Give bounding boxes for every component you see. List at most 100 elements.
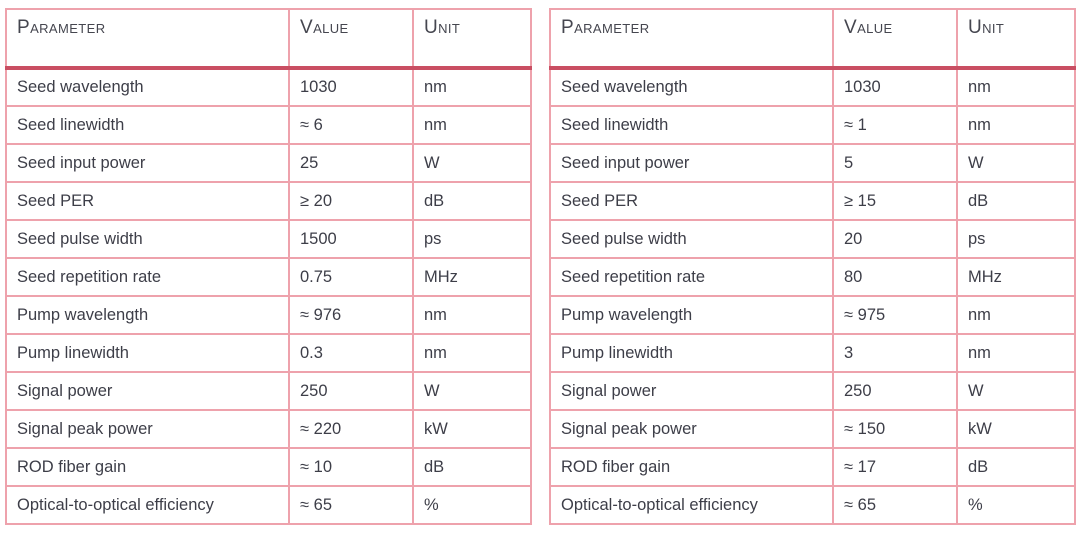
value-cell: ≈ 976 bbox=[288, 295, 414, 335]
value-cell: ≥ 20 bbox=[288, 181, 414, 221]
value-cell: 1030 bbox=[288, 67, 414, 107]
unit-cell: nm bbox=[412, 67, 532, 107]
table-row: Signal peak power ≈ 150 kW bbox=[549, 409, 1076, 449]
table-row: Pump wavelength ≈ 976 nm bbox=[5, 295, 532, 335]
param-cell: Seed input power bbox=[549, 143, 834, 183]
param-cell: Pump wavelength bbox=[5, 295, 290, 335]
value-cell: ≈ 220 bbox=[288, 409, 414, 449]
col-header-unit: Unit bbox=[956, 8, 1076, 70]
param-cell: Signal power bbox=[549, 371, 834, 411]
value-cell: ≈ 1 bbox=[832, 105, 958, 145]
param-cell: Pump wavelength bbox=[549, 295, 834, 335]
col-header-parameter: Parameter bbox=[549, 8, 834, 70]
unit-cell: kW bbox=[956, 409, 1076, 449]
table-row: Pump wavelength ≈ 975 nm bbox=[549, 295, 1076, 335]
value-cell: ≈ 17 bbox=[832, 447, 958, 487]
table-row: Seed input power 5 W bbox=[549, 143, 1076, 183]
param-cell: Seed repetition rate bbox=[5, 257, 290, 297]
table-row: Seed pulse width 1500 ps bbox=[5, 219, 532, 259]
table-row: Signal power 250 W bbox=[549, 371, 1076, 411]
param-cell: ROD fiber gain bbox=[5, 447, 290, 487]
table-row: Seed PER ≥ 20 dB bbox=[5, 181, 532, 221]
value-cell: 250 bbox=[832, 371, 958, 411]
table-row: Seed wavelength 1030 nm bbox=[5, 67, 532, 107]
unit-cell: MHz bbox=[412, 257, 532, 297]
table-row: ROD fiber gain ≈ 10 dB bbox=[5, 447, 532, 487]
col-header-unit: Unit bbox=[412, 8, 532, 70]
col-header-value: Value bbox=[288, 8, 414, 70]
unit-cell: nm bbox=[956, 295, 1076, 335]
table-row: Seed input power 25 W bbox=[5, 143, 532, 183]
param-cell: Seed PER bbox=[549, 181, 834, 221]
unit-cell: dB bbox=[412, 447, 532, 487]
value-cell: 5 bbox=[832, 143, 958, 183]
unit-cell: nm bbox=[956, 105, 1076, 145]
col-header-parameter: Parameter bbox=[5, 8, 290, 70]
param-cell: Seed linewidth bbox=[5, 105, 290, 145]
param-cell: Seed pulse width bbox=[5, 219, 290, 259]
value-cell: ≥ 15 bbox=[832, 181, 958, 221]
unit-cell: ps bbox=[956, 219, 1076, 259]
table-row: Pump linewidth 3 nm bbox=[549, 333, 1076, 373]
unit-cell: MHz bbox=[956, 257, 1076, 297]
unit-cell: W bbox=[412, 371, 532, 411]
unit-cell: nm bbox=[412, 105, 532, 145]
table-row: Signal peak power ≈ 220 kW bbox=[5, 409, 532, 449]
param-cell: Seed wavelength bbox=[5, 67, 290, 107]
value-cell: 0.75 bbox=[288, 257, 414, 297]
table-row: Seed repetition rate 0.75 MHz bbox=[5, 257, 532, 297]
param-cell: Seed wavelength bbox=[549, 67, 834, 107]
value-cell: 80 bbox=[832, 257, 958, 297]
param-cell: Seed pulse width bbox=[549, 219, 834, 259]
value-cell: ≈ 975 bbox=[832, 295, 958, 335]
table-row: Optical-to-optical efficiency ≈ 65% bbox=[5, 485, 532, 525]
value-cell: ≈ 6 bbox=[288, 105, 414, 145]
table-row: Seed linewidth ≈ 6 nm bbox=[5, 105, 532, 145]
value-cell: 25 bbox=[288, 143, 414, 183]
param-cell: Seed PER bbox=[5, 181, 290, 221]
unit-cell: dB bbox=[412, 181, 532, 221]
param-cell: Signal peak power bbox=[5, 409, 290, 449]
table-row: Seed wavelength 1030 nm bbox=[549, 67, 1076, 107]
value-cell: 250 bbox=[288, 371, 414, 411]
table-row: Seed pulse width 20 ps bbox=[549, 219, 1076, 259]
value-cell: 1030 bbox=[832, 67, 958, 107]
value-cell: 3 bbox=[832, 333, 958, 373]
unit-cell: ps bbox=[412, 219, 532, 259]
table-row: Seed PER ≥ 15 dB bbox=[549, 181, 1076, 221]
table-row: Seed repetition rate 80 MHz bbox=[549, 257, 1076, 297]
unit-cell: W bbox=[956, 143, 1076, 183]
param-cell: Seed linewidth bbox=[549, 105, 834, 145]
unit-cell: W bbox=[956, 371, 1076, 411]
table-header-row: Parameter Value Unit bbox=[5, 8, 532, 70]
param-cell: Optical-to-optical efficiency bbox=[5, 485, 290, 525]
table-row: Optical-to-optical efficiency ≈ 65% bbox=[549, 485, 1076, 525]
unit-cell: nm bbox=[956, 333, 1076, 373]
value-cell: 0.3 bbox=[288, 333, 414, 373]
table-row: Seed linewidth ≈ 1 nm bbox=[549, 105, 1076, 145]
unit-cell: dB bbox=[956, 447, 1076, 487]
table-row: Signal power 250 W bbox=[5, 371, 532, 411]
unit-cell: % bbox=[412, 485, 532, 525]
value-cell: 20 bbox=[832, 219, 958, 259]
spec-table-left: Parameter Value Unit Seed wavelength 1030… bbox=[5, 8, 532, 525]
param-cell: Seed repetition rate bbox=[549, 257, 834, 297]
param-cell: Pump linewidth bbox=[549, 333, 834, 373]
value-cell: 1500 bbox=[288, 219, 414, 259]
param-cell: Signal peak power bbox=[549, 409, 834, 449]
value-cell: ≈ 10 bbox=[288, 447, 414, 487]
value-cell: ≈ 150 bbox=[832, 409, 958, 449]
table-row: ROD fiber gain ≈ 17 dB bbox=[549, 447, 1076, 487]
unit-cell: nm bbox=[956, 67, 1076, 107]
table-header-row: Parameter Value Unit bbox=[549, 8, 1076, 70]
value-cell: ≈ 65 bbox=[832, 485, 958, 525]
col-header-value: Value bbox=[832, 8, 958, 70]
table-row: Pump linewidth 0.3 nm bbox=[5, 333, 532, 373]
param-cell: Seed input power bbox=[5, 143, 290, 183]
param-cell: Signal power bbox=[5, 371, 290, 411]
param-cell: ROD fiber gain bbox=[549, 447, 834, 487]
param-cell: Optical-to-optical efficiency bbox=[549, 485, 834, 525]
unit-cell: % bbox=[956, 485, 1076, 525]
unit-cell: W bbox=[412, 143, 532, 183]
unit-cell: nm bbox=[412, 295, 532, 335]
